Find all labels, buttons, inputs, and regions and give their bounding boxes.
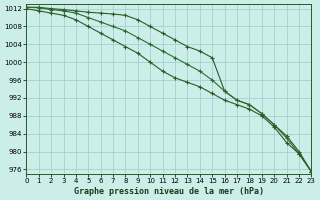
- X-axis label: Graphe pression niveau de la mer (hPa): Graphe pression niveau de la mer (hPa): [74, 187, 264, 196]
